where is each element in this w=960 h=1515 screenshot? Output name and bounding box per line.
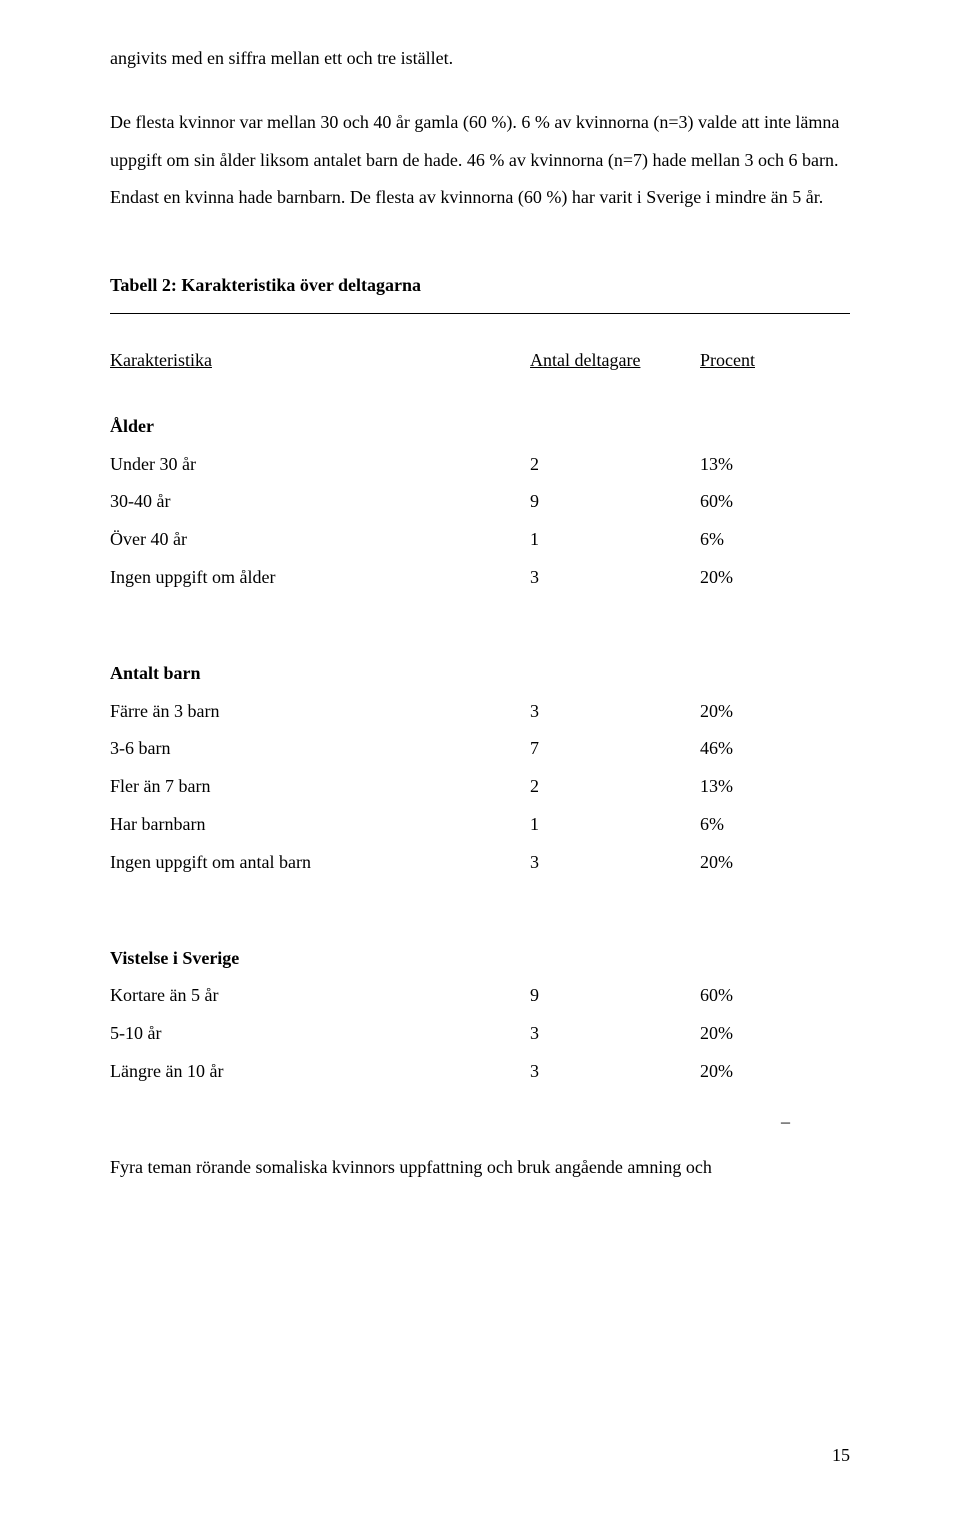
- row-count: 3: [530, 1053, 700, 1091]
- spacer: [110, 86, 850, 104]
- table-title: Tabell 2: Karakteristika över deltagarna: [110, 267, 850, 305]
- row-percent: 20%: [700, 1015, 820, 1053]
- row-percent: 6%: [700, 806, 820, 844]
- row-label: Ingen uppgift om ålder: [110, 559, 530, 597]
- row-percent: 6%: [700, 521, 820, 559]
- row-label: Över 40 år: [110, 521, 530, 559]
- row-label: Kortare än 5 år: [110, 977, 530, 1015]
- table-row: Ingen uppgift om ålder 3 20%: [110, 559, 850, 597]
- row-count: 3: [530, 844, 700, 882]
- spacer: [110, 597, 850, 627]
- group-heading-vistelse: Vistelse i Sverige: [110, 940, 850, 978]
- table-row: 5-10 år 3 20%: [110, 1015, 850, 1053]
- row-label: 30-40 år: [110, 483, 530, 521]
- row-count: 2: [530, 446, 700, 484]
- row-count: 9: [530, 977, 700, 1015]
- row-label: Längre än 10 år: [110, 1053, 530, 1091]
- row-count: 9: [530, 483, 700, 521]
- table-row: 30-40 år 9 60%: [110, 483, 850, 521]
- row-percent: 20%: [700, 844, 820, 882]
- row-count: 1: [530, 521, 700, 559]
- spacer: [110, 882, 850, 912]
- row-percent: 46%: [700, 730, 820, 768]
- table-row: 3-6 barn 7 46%: [110, 730, 850, 768]
- row-percent: 13%: [700, 446, 820, 484]
- page-number: 15: [832, 1437, 850, 1475]
- row-label: Fler än 7 barn: [110, 768, 530, 806]
- table-header-procent: Procent: [700, 342, 820, 380]
- row-label: Under 30 år: [110, 446, 530, 484]
- intro-paragraph-2: De flesta kvinnor var mellan 30 och 40 å…: [110, 104, 850, 217]
- row-percent: 60%: [700, 483, 820, 521]
- row-count: 3: [530, 1015, 700, 1053]
- row-percent: 60%: [700, 977, 820, 1015]
- table-header-row: Karakteristika Antal deltagare Procent: [110, 342, 850, 380]
- row-percent: 20%: [700, 559, 820, 597]
- row-count: 3: [530, 693, 700, 731]
- table-header-karakteristika: Karakteristika: [110, 342, 530, 380]
- group-heading-alder: Ålder: [110, 408, 850, 446]
- group-heading-antalt-barn: Antalt barn: [110, 655, 850, 693]
- table-row: Ingen uppgift om antal barn 3 20%: [110, 844, 850, 882]
- row-label: 5-10 år: [110, 1015, 530, 1053]
- table-row: Längre än 10 år 3 20%: [110, 1053, 850, 1091]
- row-count: 1: [530, 806, 700, 844]
- row-count: 3: [530, 559, 700, 597]
- row-label: Har barnbarn: [110, 806, 530, 844]
- row-percent: 13%: [700, 768, 820, 806]
- table-row: Färre än 3 barn 3 20%: [110, 693, 850, 731]
- page: angivits med en siffra mellan ett och tr…: [0, 0, 960, 1515]
- row-label: 3-6 barn: [110, 730, 530, 768]
- row-count: 7: [530, 730, 700, 768]
- table-top-rule: [110, 313, 850, 314]
- intro-paragraph-1: angivits med en siffra mellan ett och tr…: [110, 40, 850, 78]
- bottom-underscore: _: [110, 1097, 850, 1135]
- table-row: Under 30 år 2 13%: [110, 446, 850, 484]
- row-percent: 20%: [700, 1053, 820, 1091]
- table-row: Över 40 år 1 6%: [110, 521, 850, 559]
- table-row: Kortare än 5 år 9 60%: [110, 977, 850, 1015]
- row-label: Ingen uppgift om antal barn: [110, 844, 530, 882]
- row-count: 2: [530, 768, 700, 806]
- table-row: Fler än 7 barn 2 13%: [110, 768, 850, 806]
- table-header-antal: Antal deltagare: [530, 342, 700, 380]
- closing-paragraph: Fyra teman rörande somaliska kvinnors up…: [110, 1149, 850, 1187]
- row-percent: 20%: [700, 693, 820, 731]
- table-row: Har barnbarn 1 6%: [110, 806, 850, 844]
- row-label: Färre än 3 barn: [110, 693, 530, 731]
